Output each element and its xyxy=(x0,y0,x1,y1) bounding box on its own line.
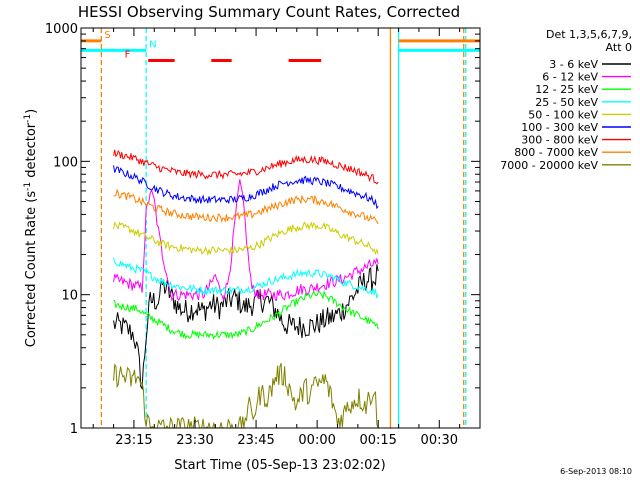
legend-label: 6 - 12 keV xyxy=(542,71,598,84)
legend-label: 800 - 7000 keV xyxy=(514,146,598,159)
x-axis: 23:15 23:30 23:45 00:00 00:15 00:30 xyxy=(92,28,461,448)
series-line xyxy=(113,165,379,210)
series-line xyxy=(113,290,379,340)
series-line xyxy=(113,264,379,391)
x-tick-label: 23:15 xyxy=(115,433,152,448)
plot-frame xyxy=(80,27,481,429)
legend-label: 3 - 6 keV xyxy=(549,58,598,71)
legend-label: 50 - 100 keV xyxy=(528,108,598,121)
series-line xyxy=(113,221,379,256)
y-tick-label: 1 xyxy=(70,422,78,437)
x-tick-label: 23:45 xyxy=(237,433,274,448)
legend-label: 300 - 800 keV xyxy=(521,134,598,147)
series-line xyxy=(113,257,379,300)
y-axis-label-part: Corrected Count Rate (s xyxy=(24,191,39,348)
y-axis-label-exponent: -1 xyxy=(23,182,33,191)
state-bar-label: F xyxy=(125,50,131,61)
chart-title: HESSI Observing Summary Count Rates, Cor… xyxy=(78,3,460,21)
state-bar-label: N xyxy=(149,39,156,50)
legend-label: 7000 - 20000 keV xyxy=(500,159,598,172)
series-line xyxy=(113,188,379,225)
y-axis-label-part: ) xyxy=(24,109,39,114)
y-axis-label: Corrected Count Rate (s-1 detector-1) xyxy=(23,109,39,347)
y-tick-label: 10 xyxy=(61,289,78,304)
series-line xyxy=(113,363,379,428)
x-tick-label: 00:30 xyxy=(421,433,458,448)
y-tick-label: 100 xyxy=(53,155,78,170)
legend-label: 25 - 50 keV xyxy=(535,96,598,109)
legend-label: 100 - 300 keV xyxy=(521,121,598,134)
generation-timestamp: 6-Sep-2013 08:10 xyxy=(560,467,632,476)
x-tick-label: 23:30 xyxy=(176,433,213,448)
legend-header-attenuator: Att 0 xyxy=(606,41,632,54)
y-axis-label-part: detector xyxy=(24,122,39,182)
legend-header-detectors: Det 1,3,5,6,7,9, xyxy=(546,28,632,41)
series-line xyxy=(113,149,379,185)
y-axis-label-exponent: -1 xyxy=(23,114,33,123)
y-tick-label: 1000 xyxy=(45,22,78,37)
x-tick-label: 00:15 xyxy=(359,433,396,448)
legend-label: 12 - 25 keV xyxy=(535,83,598,96)
x-tick-label: 00:00 xyxy=(298,433,335,448)
state-bar-label: S xyxy=(104,30,110,41)
y-axis: 1 10 100 1000 xyxy=(45,22,480,437)
x-axis-label: Start Time (05-Sep-13 23:02:02) xyxy=(174,458,385,473)
series-line xyxy=(113,179,379,302)
